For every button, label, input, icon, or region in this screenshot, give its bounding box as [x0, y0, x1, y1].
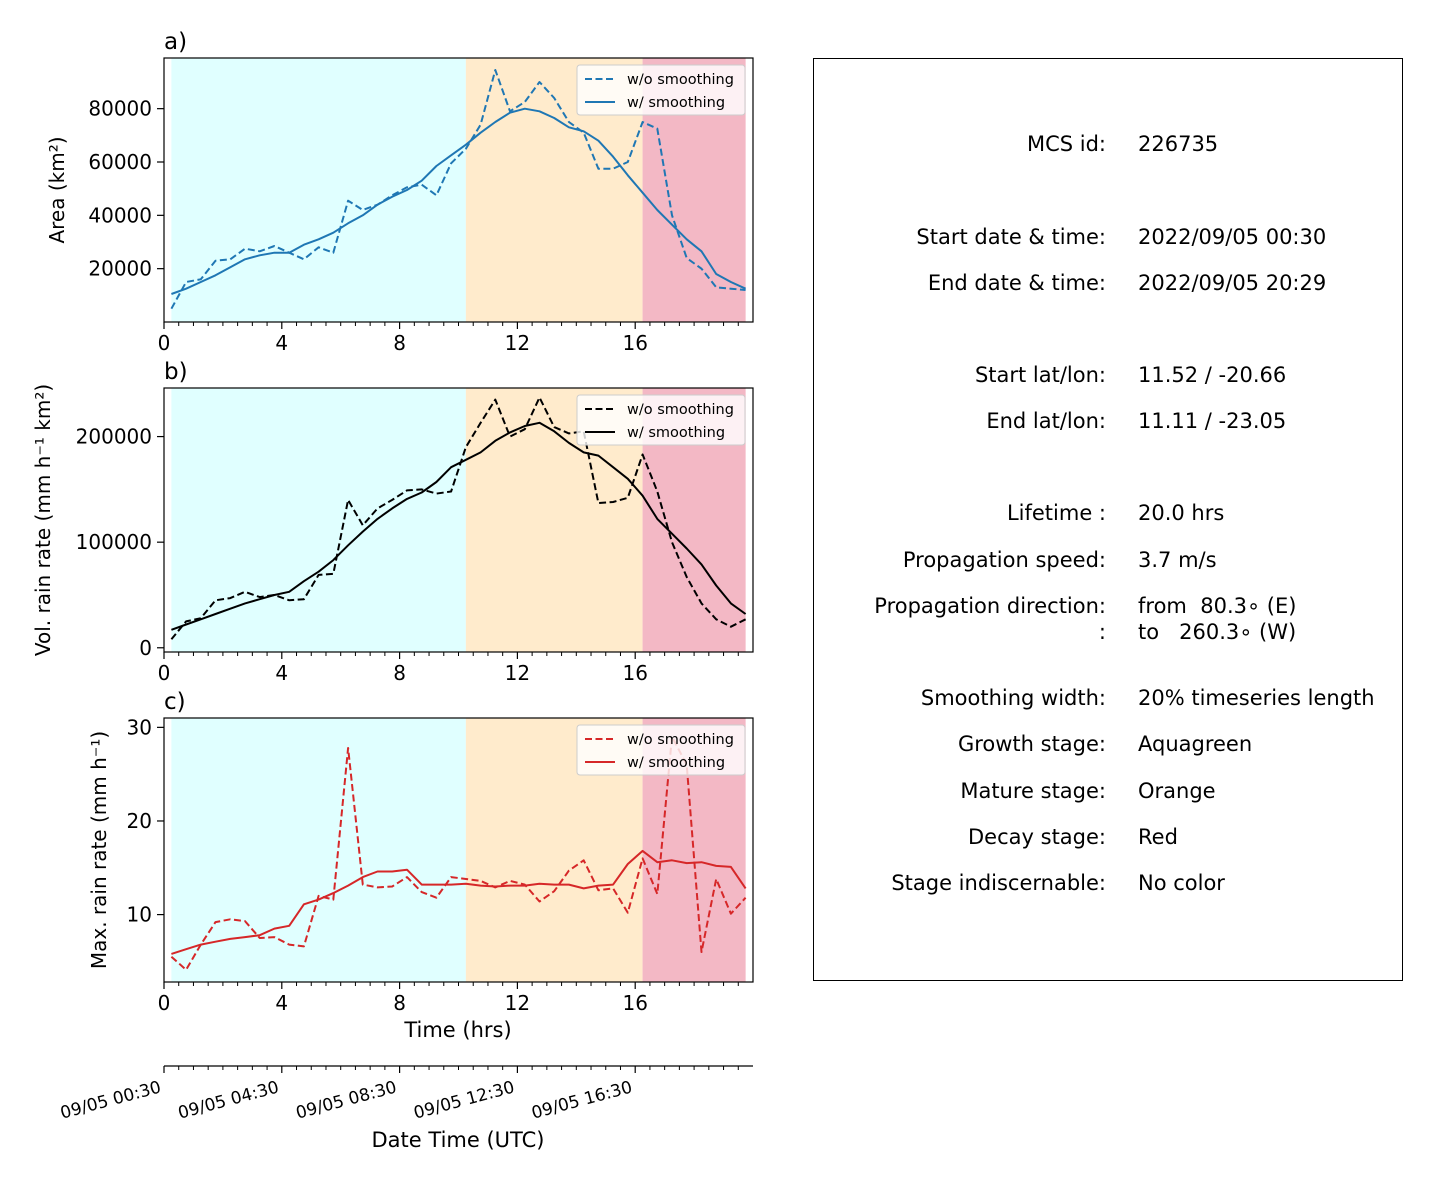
- info-label: Decay stage:: [968, 825, 1106, 849]
- y-tick-label: 80000: [88, 97, 152, 121]
- info-label: Smoothing width:: [920, 686, 1106, 710]
- y-tick-label: 200000: [76, 425, 152, 449]
- y-tick-label: 40000: [88, 203, 152, 227]
- info-label: Start lat/lon:: [974, 363, 1106, 387]
- panel-a: a) Area (km²) 0 4 8 12 16 20000 40000 60000 8000…: [45, 29, 754, 355]
- legend-label: w/ smoothing: [627, 95, 725, 111]
- legend-box: [576, 724, 746, 776]
- y-tick-label: 30: [127, 715, 152, 739]
- y-tick-label: 20000: [88, 257, 152, 281]
- x-tick-label: 0: [158, 331, 171, 355]
- x-tick-label: 12: [505, 991, 530, 1015]
- datetime-tick-label: 09/05 04:30: [176, 1078, 281, 1124]
- panel-b: b) Vol. rain rate (mm h⁻¹ km²) 0 4 8 12 16 0 1…: [31, 359, 754, 685]
- x-tick-label: 12: [505, 331, 530, 355]
- x-tick-label: 12: [505, 661, 530, 685]
- info-value: to 260.3∘ (W): [1138, 620, 1297, 644]
- y-axis-label: Area (km²): [45, 136, 69, 243]
- info-label: Mature stage:: [960, 779, 1106, 803]
- x-tick-label: 0: [158, 661, 171, 685]
- panel-c: c) Max. rain rate (mm h⁻¹) 0 4 8 12 16 10 20 30…: [87, 689, 754, 1015]
- stage-band-growth: [171, 388, 466, 652]
- series-line-raw: [170, 396, 747, 640]
- datetime-tick-label: 09/05 08:30: [294, 1078, 399, 1124]
- x-axis-label-datetime: Date Time (UTC): [372, 1128, 545, 1152]
- info-value: 2022/09/05 20:29: [1138, 271, 1327, 295]
- info-value: 11.52 / -20.66: [1138, 363, 1287, 387]
- y-axis-label: Vol. rain rate (mm h⁻¹ km²): [31, 384, 55, 656]
- info-value: 226735: [1138, 132, 1219, 156]
- x-tick-label: 4: [275, 991, 288, 1015]
- info-label: Propagation speed:: [902, 548, 1106, 572]
- info-label: End lat/lon:: [986, 409, 1106, 433]
- series-line-smoothed: [171, 849, 747, 955]
- info-value: Aquagreen: [1138, 732, 1253, 756]
- mcs-info-panel: MCS id: 226735 Start date & time: 2022/09/0…: [813, 58, 1403, 981]
- datetime-tick-label: 09/05 16:30: [529, 1078, 634, 1124]
- stage-band-growth: [171, 718, 466, 982]
- legend-label: w/ smoothing: [627, 755, 725, 771]
- info-value: No color: [1138, 871, 1225, 895]
- info-value: 2022/09/05 00:30: [1138, 225, 1327, 249]
- series-line-raw: [170, 69, 746, 310]
- legend-box: [576, 394, 746, 446]
- series-line-smoothed: [171, 107, 747, 295]
- panel-letter: b): [164, 359, 188, 385]
- info-label: Start date & time:: [916, 225, 1106, 249]
- legend-box: [576, 64, 746, 116]
- datetime-tick-label: 09/05 12:30: [412, 1078, 517, 1124]
- info-label: :: [1098, 620, 1106, 644]
- legend-label: w/o smoothing: [627, 72, 734, 88]
- legend-label: w/o smoothing: [627, 732, 734, 748]
- info-value: 11.11 / -23.05: [1138, 409, 1287, 433]
- x-tick-label: 8: [393, 661, 406, 685]
- legend-label: w/o smoothing: [627, 402, 734, 418]
- x-tick-label: 16: [622, 991, 647, 1015]
- x-tick-label: 4: [275, 661, 288, 685]
- x-tick-label: 4: [275, 331, 288, 355]
- y-tick-label: 10: [127, 903, 152, 927]
- info-value: 20.0 hrs: [1138, 501, 1225, 525]
- info-value: from 80.3∘ (E): [1138, 594, 1297, 618]
- datetime-axis: 09/05 00:30 09/05 04:30 09/05 08:30 09/05 1…: [58, 1065, 753, 1124]
- info-label: Growth stage:: [957, 732, 1106, 756]
- panel-letter: a): [164, 29, 187, 55]
- info-value: 3.7 m/s: [1138, 548, 1217, 572]
- info-label: MCS id:: [1026, 132, 1106, 156]
- y-tick-label: 0: [139, 636, 152, 660]
- stage-band-growth: [171, 58, 466, 322]
- info-label: Stage indiscernable:: [891, 871, 1106, 895]
- x-tick-label: 16: [622, 331, 647, 355]
- info-label: Propagation direction:: [874, 594, 1106, 618]
- x-tick-label: 8: [393, 991, 406, 1015]
- x-tick-label: 8: [393, 331, 406, 355]
- panel-letter: c): [164, 689, 186, 715]
- series-line-smoothed: [171, 421, 747, 631]
- x-tick-label: 0: [158, 991, 171, 1015]
- y-tick-label: 20: [127, 809, 152, 833]
- legend-label: w/ smoothing: [627, 425, 725, 441]
- datetime-tick-label: 09/05 00:30: [58, 1078, 163, 1124]
- x-tick-label: 16: [622, 661, 647, 685]
- y-axis-label: Max. rain rate (mm h⁻¹): [87, 731, 111, 969]
- info-value: 20% timeseries length: [1138, 686, 1375, 710]
- x-axis-label-hours: Time (hrs): [403, 1018, 511, 1042]
- y-tick-label: 100000: [76, 530, 152, 554]
- info-value: Orange: [1138, 779, 1216, 803]
- info-label: Lifetime :: [1006, 501, 1106, 525]
- y-tick-label: 60000: [88, 150, 152, 174]
- info-label: End date & time:: [927, 271, 1106, 295]
- info-value: Red: [1138, 825, 1178, 849]
